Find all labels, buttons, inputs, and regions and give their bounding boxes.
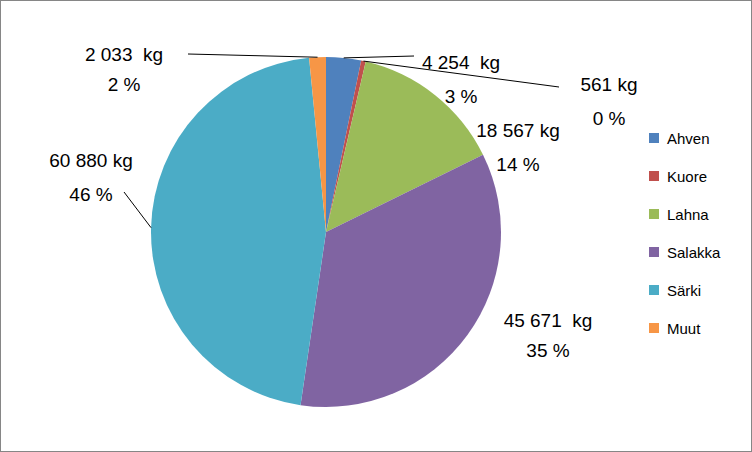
svg-text:46 %: 46 % — [69, 184, 112, 205]
svg-text:14 %: 14 % — [496, 154, 539, 175]
svg-text:18 567 kg: 18 567 kg — [476, 120, 559, 141]
svg-text:3 %: 3 % — [445, 86, 478, 107]
html-text:Ahven: Ahven — [667, 129, 710, 147]
html-text:Kuore: Kuore — [667, 167, 707, 185]
svg-text:0 %: 0 % — [593, 108, 626, 129]
svg-text:45 671 kg: 45 671 kg — [504, 310, 593, 331]
html-text:Muut: Muut — [667, 319, 701, 337]
html-text:Lahna: Lahna — [667, 205, 709, 223]
svg-text:35 %: 35 % — [526, 340, 569, 361]
svg-text:2 %: 2 % — [108, 74, 141, 95]
svg-text:2 033 kg: 2 033 kg — [85, 44, 163, 65]
html-text:Salakka: Salakka — [667, 243, 721, 261]
html-text:Särki: Särki — [667, 281, 702, 299]
svg-text:4 254 kg: 4 254 kg — [421, 52, 501, 73]
svg-text:60 880 kg: 60 880 kg — [49, 150, 132, 171]
svg-text:561 kg: 561 kg — [580, 74, 637, 95]
